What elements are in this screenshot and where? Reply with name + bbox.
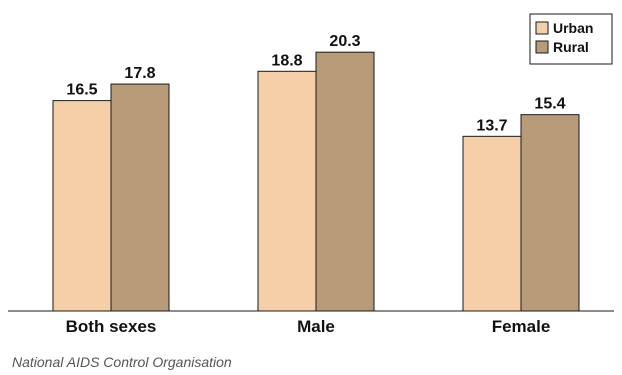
bar-urban-male xyxy=(257,70,317,312)
legend-swatch-urban xyxy=(535,21,549,35)
source-note: National AIDS Control Organisation xyxy=(12,354,232,370)
bar-urban-female xyxy=(462,135,522,312)
category-label-both-sexes: Both sexes xyxy=(66,317,157,336)
category-label-male: Male xyxy=(297,317,335,336)
category-labels: Both sexes Male Female xyxy=(66,317,551,336)
value-label-urban-both-sexes: 16.5 xyxy=(66,82,97,99)
bar-chart: 16.5 17.8 18.8 20.3 13.7 15.4 Both sexes Male F… xyxy=(8,13,614,336)
value-label-rural-male: 20.3 xyxy=(329,33,360,50)
bar-rural-male xyxy=(315,51,375,312)
bar-rural-both-sexes xyxy=(110,83,170,312)
legend-label-rural: Rural xyxy=(553,39,589,55)
legend-label-urban: Urban xyxy=(553,20,593,36)
legend-swatch-rural xyxy=(535,40,549,54)
value-label-rural-both-sexes: 17.8 xyxy=(124,65,155,82)
value-label-urban-female: 13.7 xyxy=(476,117,507,134)
bar-rural-female xyxy=(520,114,580,312)
value-label-rural-female: 15.4 xyxy=(534,96,565,113)
bars-group: 16.5 17.8 18.8 20.3 13.7 15.4 xyxy=(52,33,580,312)
bar-urban-both-sexes xyxy=(52,100,112,312)
category-label-female: Female xyxy=(492,317,551,336)
legend: Urban Rural xyxy=(529,13,613,65)
value-label-urban-male: 18.8 xyxy=(271,52,302,69)
